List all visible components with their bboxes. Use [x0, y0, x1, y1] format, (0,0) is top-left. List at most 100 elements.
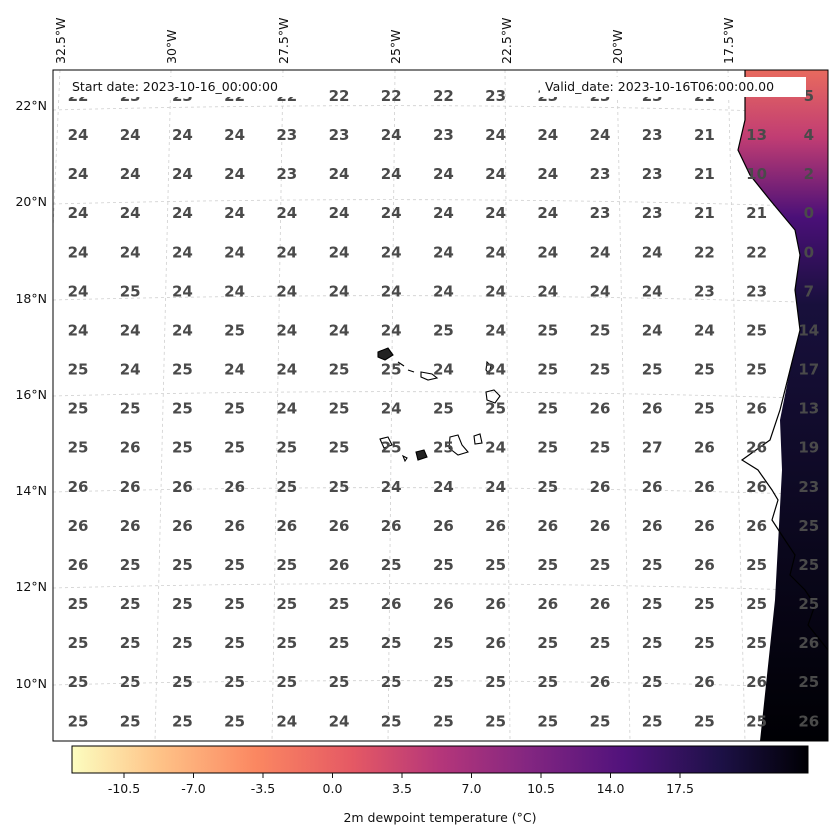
grid-value: 24 — [120, 361, 141, 379]
grid-value: 24 — [381, 400, 402, 418]
grid-value: 25 — [746, 634, 767, 652]
grid-value: 25 — [224, 673, 245, 691]
grid-value: 26 — [68, 517, 89, 535]
grid-value: 25 — [798, 517, 819, 535]
map-frame — [53, 70, 828, 741]
grid-value: 24 — [537, 126, 558, 144]
grid-value: 24 — [120, 165, 141, 183]
grid-value: 24 — [68, 243, 89, 261]
grid-value: 24 — [68, 322, 89, 340]
grid-value: 27 — [642, 439, 663, 457]
grid-value: 25 — [224, 634, 245, 652]
grid-value: 25 — [224, 595, 245, 613]
grid-value: 26 — [120, 439, 141, 457]
grid-value: 23 — [485, 87, 506, 105]
grid-value: 24 — [381, 204, 402, 222]
grid-value: 24 — [329, 322, 350, 340]
grid-value: 24 — [433, 165, 454, 183]
valid-date-box — [540, 77, 806, 97]
start-date-label: Start date: 2023-10-16_00:00:00 — [72, 79, 278, 94]
grid-value: 25 — [537, 673, 558, 691]
grid-value: 26 — [746, 478, 767, 496]
grid-value: 25 — [798, 556, 819, 574]
grid-value: 25 — [537, 712, 558, 730]
grid-value: 25 — [68, 361, 89, 379]
grid-value: 24 — [329, 712, 350, 730]
grid-value: 25 — [224, 439, 245, 457]
grid-value: 25 — [485, 712, 506, 730]
grid-value: 24 — [276, 322, 297, 340]
grid-value: 26 — [120, 478, 141, 496]
grid-value: 25 — [694, 400, 715, 418]
grid-value: 26 — [590, 478, 611, 496]
grid-value: 25 — [590, 712, 611, 730]
colorbar — [71, 745, 809, 774]
grid-value: 22 — [433, 87, 454, 105]
grid-value: 24 — [224, 165, 245, 183]
grid-value: 24 — [172, 165, 193, 183]
grid-value: 24 — [329, 243, 350, 261]
colorbar-label: 2m dewpoint temperature (°C) — [343, 810, 536, 825]
grid-value: 25 — [798, 595, 819, 613]
grid-value: 13 — [798, 400, 819, 418]
grid-value: 26 — [329, 556, 350, 574]
grid-value: 17 — [798, 361, 819, 379]
grid-value: 25 — [381, 673, 402, 691]
colorbar-tick-label: -10.5 — [108, 781, 140, 796]
grid-value: 26 — [172, 478, 193, 496]
lon-label: 27.5°W — [276, 18, 291, 64]
colorbar-tick-label: -7.0 — [181, 781, 205, 796]
colorbar-tick-label: 3.5 — [392, 781, 412, 796]
grid-value: 2 — [804, 165, 814, 183]
grid-value: 26 — [590, 517, 611, 535]
map-border — [52, 69, 829, 742]
grid-value: 26 — [381, 517, 402, 535]
grid-value: 24 — [537, 204, 558, 222]
grid-value: 24 — [120, 126, 141, 144]
grid-value: 24 — [224, 243, 245, 261]
grid-value: 24 — [224, 204, 245, 222]
grid-value: 26 — [224, 517, 245, 535]
grid-value: 24 — [537, 165, 558, 183]
cape-verde-islands — [377, 347, 501, 463]
grid-value: 25 — [590, 439, 611, 457]
grid-value: 25 — [590, 322, 611, 340]
grid-value: 26 — [694, 673, 715, 691]
grid-value: 26 — [642, 478, 663, 496]
grid-value: 25 — [537, 478, 558, 496]
grid-value: 24 — [68, 126, 89, 144]
grid-value: 25 — [694, 595, 715, 613]
grid-value: 24 — [590, 126, 611, 144]
grid-value: 23 — [746, 282, 767, 300]
grid-value: 25 — [329, 361, 350, 379]
coastline — [737, 70, 828, 651]
grid-value: 25 — [329, 634, 350, 652]
grid-value: 24 — [433, 282, 454, 300]
grid-value: 25 — [68, 439, 89, 457]
grid-value: 24 — [276, 243, 297, 261]
grid-value: 25 — [68, 400, 89, 418]
grid-value: 25 — [381, 439, 402, 457]
grid-value: 25 — [537, 400, 558, 418]
grid-value: 26 — [798, 712, 819, 730]
lat-label: 12°N — [15, 579, 47, 594]
grid-value: 23 — [642, 126, 663, 144]
grid-value: 24 — [276, 204, 297, 222]
grid-value: 25 — [642, 673, 663, 691]
grid-value: 13 — [746, 126, 767, 144]
grid-value: 25 — [485, 556, 506, 574]
grid-value: 24 — [485, 204, 506, 222]
grid-value: 26 — [642, 517, 663, 535]
colorbar-tick-label: 7.0 — [462, 781, 482, 796]
grid-value: 21 — [694, 126, 715, 144]
grid-value: 25 — [642, 595, 663, 613]
grid-value: 25 — [381, 712, 402, 730]
grid-value: 26 — [746, 673, 767, 691]
grid-value: 25 — [120, 595, 141, 613]
grid-value: 26 — [694, 517, 715, 535]
lon-label: 20°W — [610, 29, 625, 64]
grid-value: 24 — [485, 165, 506, 183]
grid-value: 24 — [433, 478, 454, 496]
grid-value: 25 — [172, 361, 193, 379]
grid-value: 26 — [172, 517, 193, 535]
